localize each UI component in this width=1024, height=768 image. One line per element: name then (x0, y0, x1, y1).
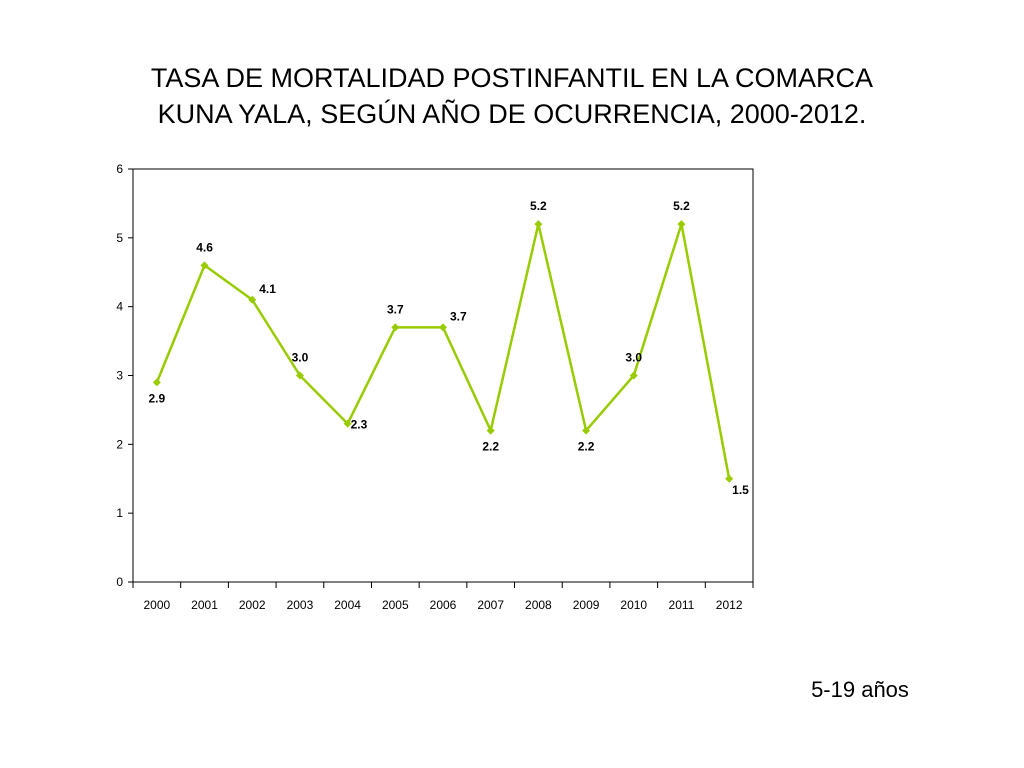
data-point-marker (343, 419, 352, 428)
data-label: 2.2 (482, 440, 499, 454)
y-tick-label: 4 (116, 300, 123, 314)
data-point-marker (534, 220, 543, 229)
data-point-marker (391, 323, 400, 332)
data-label: 4.1 (259, 282, 276, 296)
x-tick-label: 2005 (382, 598, 409, 612)
y-tick-label: 0 (116, 575, 123, 589)
chart-title: TASA DE MORTALIDAD POSTINFANTIL EN LA CO… (0, 60, 1024, 132)
y-tick-label: 6 (116, 162, 123, 176)
y-tick-label: 2 (116, 437, 123, 451)
x-tick-label: 2010 (620, 598, 647, 612)
x-tick-label: 2000 (143, 598, 170, 612)
data-label: 2.9 (149, 391, 166, 405)
x-tick-label: 2007 (477, 598, 504, 612)
age-group-caption: 5-19 años (811, 677, 909, 702)
data-point-marker (152, 378, 161, 387)
data-label: 3.7 (387, 302, 404, 316)
data-label: 2.3 (351, 418, 368, 432)
data-label: 5.2 (673, 199, 690, 213)
data-point-marker (295, 371, 304, 380)
data-label: 2.2 (578, 440, 595, 454)
data-label: 1.5 (732, 483, 749, 497)
chart-title-line-1: TASA DE MORTALIDAD POSTINFANTIL EN LA CO… (150, 63, 874, 93)
series (152, 220, 734, 483)
data-label: 5.2 (530, 199, 547, 213)
x-tick-label: 2001 (191, 598, 218, 612)
data-point-marker (582, 426, 591, 435)
x-tick-label: 2006 (430, 598, 457, 612)
data-label: 3.0 (625, 351, 642, 365)
x-tick-label: 2003 (287, 598, 314, 612)
x-tick-label: 2012 (716, 598, 743, 612)
y-axis: 0 1 2 3 4 5 6 (116, 162, 133, 589)
data-point-marker (677, 220, 686, 229)
data-point-marker (248, 295, 257, 304)
x-tick-label: 2011 (669, 598, 695, 612)
y-tick-label: 3 (116, 369, 123, 383)
x-tick-label: 2009 (573, 598, 600, 612)
x-tick-label: 2002 (239, 598, 266, 612)
series-line (155, 223, 731, 479)
y-tick-label: 5 (116, 231, 123, 245)
data-point-marker (439, 323, 447, 332)
data-label: 4.6 (196, 240, 213, 254)
x-tick-label: 2004 (334, 598, 361, 612)
data-point-marker (629, 371, 638, 380)
y-tick-label: 1 (116, 506, 123, 520)
data-point-marker (486, 426, 495, 435)
plot-area (132, 168, 754, 583)
chart-title-line-2: KUNA YALA, SEGÚN AÑO DE OCURRENCIA, 2000… (157, 99, 867, 129)
x-axis: 2000 2001 2002 2003 2004 2005 2006 2007 2008 2009… (132, 582, 754, 612)
data-point-marker (200, 261, 209, 270)
data-label: 3.7 (450, 309, 467, 323)
x-tick-label: 2008 (525, 598, 552, 612)
data-label: 3.0 (292, 351, 309, 365)
data-labels: 2.9 4.6 4.1 3.0 2.3 3.7 3.7 2.2 5.2 2.2 3.0 5.2 1.5 (149, 199, 750, 497)
data-point-marker (725, 474, 734, 483)
